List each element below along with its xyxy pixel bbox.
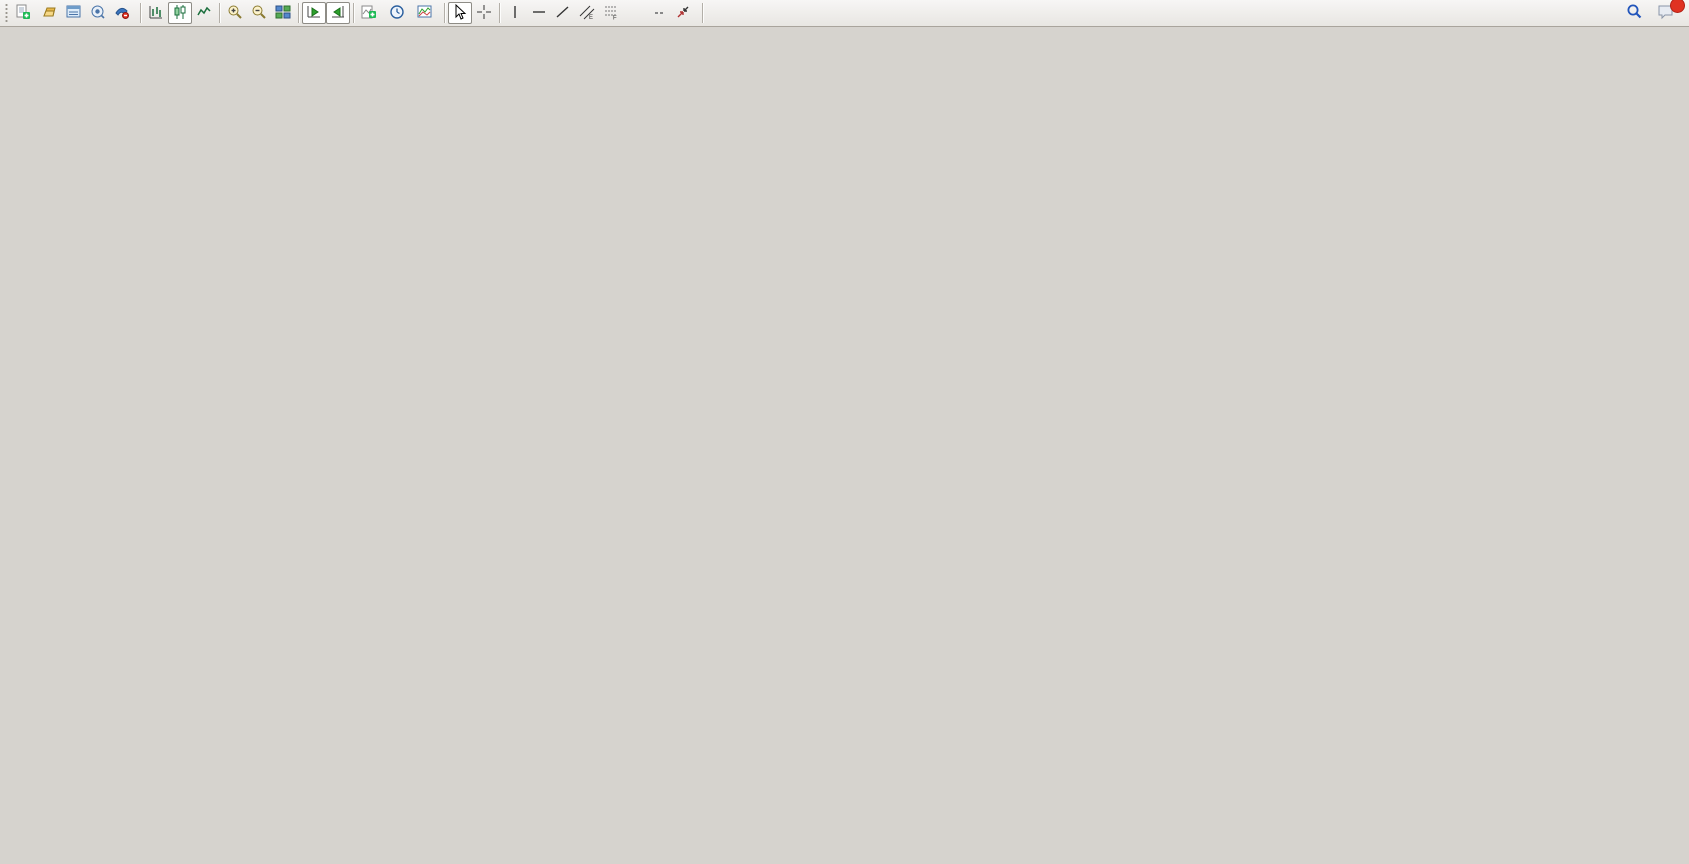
navigator-icon	[90, 4, 106, 23]
clock-icon	[389, 4, 405, 23]
profiles-button[interactable]	[38, 2, 62, 24]
arrows-button[interactable]	[671, 2, 699, 24]
text-button[interactable]	[623, 2, 647, 24]
bar-chart-icon	[148, 4, 164, 23]
text-label-button[interactable]	[647, 2, 671, 24]
indicators-icon	[361, 4, 377, 23]
fibonacci-button[interactable]: F	[599, 2, 623, 24]
profiles-icon	[42, 4, 58, 23]
toolbar-separator	[219, 3, 220, 23]
toolbar-separator	[298, 3, 299, 23]
toolbar-separator	[353, 3, 354, 23]
search-icon	[1626, 3, 1643, 23]
trendline-button[interactable]	[551, 2, 575, 24]
zoom-in-button[interactable]	[223, 2, 247, 24]
toolbar-grip[interactable]	[4, 3, 9, 23]
new-order-icon	[15, 4, 31, 23]
crosshair-button[interactable]	[472, 2, 496, 24]
tile-windows-icon	[275, 4, 291, 23]
equidistant-channel-icon: E	[579, 4, 595, 23]
navigator-button[interactable]	[86, 2, 110, 24]
text-label-icon	[655, 12, 663, 14]
auto-trading-button[interactable]	[110, 2, 137, 24]
notification-count-badge	[1670, 0, 1685, 13]
arrows-icon	[675, 4, 691, 23]
toolbar-separator	[702, 3, 703, 23]
search-button[interactable]	[1622, 2, 1647, 24]
zoom-out-icon	[251, 4, 267, 23]
auto-trading-icon	[114, 4, 130, 23]
auto-scroll-icon	[306, 4, 322, 23]
equidistant-channel-button[interactable]: E	[575, 2, 599, 24]
tile-windows-button[interactable]	[271, 2, 295, 24]
vertical-line-icon	[507, 4, 523, 23]
horizontal-line-icon	[531, 4, 547, 23]
periods-button[interactable]	[385, 2, 413, 24]
templates-button[interactable]	[413, 2, 441, 24]
chart-shift-icon	[330, 4, 346, 23]
chart-shift-button[interactable]	[326, 2, 350, 24]
zoom-out-button[interactable]	[247, 2, 271, 24]
candlestick-chart-icon	[172, 4, 188, 23]
line-chart-icon	[196, 4, 212, 23]
vertical-line-button[interactable]	[503, 2, 527, 24]
notifications-button[interactable]	[1653, 0, 1685, 24]
svg-text:F: F	[613, 15, 617, 20]
fibonacci-icon: F	[603, 4, 619, 23]
indicators-button[interactable]	[357, 2, 385, 24]
bar-chart-button[interactable]	[144, 2, 168, 24]
cursor-icon	[452, 3, 468, 23]
trendline-icon	[555, 4, 571, 23]
crosshair-icon	[476, 4, 492, 23]
zoom-in-icon	[227, 4, 243, 23]
market-watch-button[interactable]	[62, 2, 86, 24]
horizontal-line-button[interactable]	[527, 2, 551, 24]
cursor-button[interactable]	[448, 2, 472, 24]
market-watch-icon	[66, 4, 82, 23]
svg-text:E: E	[589, 15, 593, 20]
auto-scroll-button[interactable]	[302, 2, 326, 24]
templates-icon	[417, 4, 433, 23]
toolbar-separator	[444, 3, 445, 23]
candlestick-chart-button[interactable]	[168, 2, 192, 24]
new-order-button[interactable]	[11, 2, 38, 24]
line-chart-button[interactable]	[192, 2, 216, 24]
toolbar-separator	[499, 3, 500, 23]
main-toolbar: E F	[0, 0, 1689, 27]
toolbar-separator	[140, 3, 141, 23]
toolbar-right-tools	[1622, 0, 1687, 24]
